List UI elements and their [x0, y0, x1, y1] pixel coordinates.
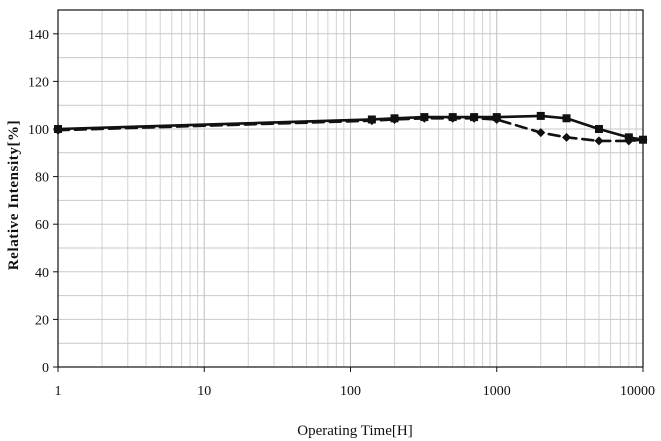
series-2-point	[448, 113, 458, 123]
y-tick-label: 120	[28, 75, 49, 90]
y-axis-title: Relative Intensity[%]	[6, 120, 22, 271]
x-tick-label: 100	[340, 384, 361, 399]
y-tick-label: 60	[35, 218, 49, 233]
series-1-point	[562, 114, 571, 123]
x-tick-label: 1	[55, 384, 62, 399]
series-2-point	[624, 136, 634, 146]
series-1-point	[536, 111, 545, 120]
series-2-point	[492, 114, 502, 124]
series-2-point	[594, 136, 604, 146]
x-axis-title: Operating Time[H]	[297, 423, 412, 439]
y-tick-label: 40	[35, 266, 49, 281]
series-2-point	[562, 132, 572, 142]
axes-layer	[53, 9, 644, 372]
x-tick-label: 1000	[483, 384, 511, 399]
x-tick-label: 10	[197, 384, 211, 399]
series-2-point	[638, 135, 648, 145]
labels-layer: 0 20 40 60 80 100 120 140 1 10 100 1000 10000	[28, 28, 655, 399]
series-2-point	[536, 128, 546, 138]
x-tick-label: 10000	[620, 384, 655, 399]
series-2-point	[419, 113, 429, 123]
series-2-point	[469, 113, 479, 123]
series-2-point	[367, 116, 377, 126]
series-layer	[53, 111, 648, 146]
series-2-point	[53, 125, 63, 135]
y-tick-label: 100	[28, 123, 49, 138]
y-tick-label: 20	[35, 313, 49, 328]
series-1-point	[594, 125, 603, 133]
y-tick-label: 80	[35, 171, 49, 186]
series-2-point	[390, 114, 400, 124]
y-tick-label: 0	[42, 361, 49, 376]
grid-layer	[57, 10, 643, 367]
y-tick-label: 140	[28, 28, 49, 43]
